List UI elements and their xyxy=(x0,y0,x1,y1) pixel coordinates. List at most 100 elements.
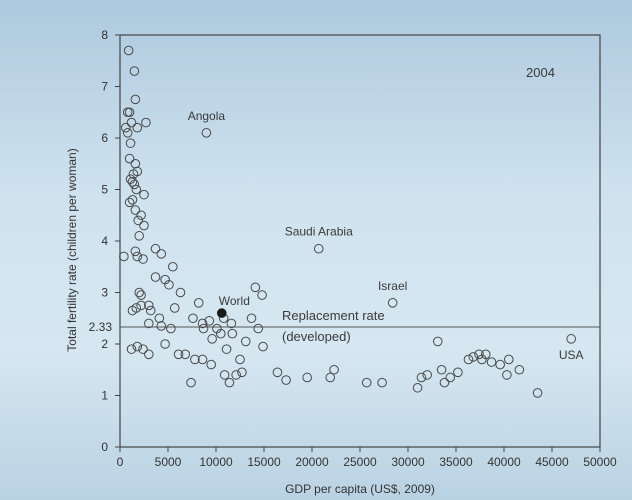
data-point xyxy=(138,344,148,354)
data-point xyxy=(168,261,178,272)
point-label-saudi-arabia: Saudi Arabia xyxy=(285,225,353,239)
data-point xyxy=(468,352,479,362)
data-point xyxy=(204,316,215,326)
data-point xyxy=(412,382,423,393)
data-point xyxy=(156,249,167,259)
data-point xyxy=(272,367,283,378)
y-tick-label: 0 xyxy=(101,440,108,454)
data-point xyxy=(240,336,251,347)
data-point xyxy=(119,251,129,262)
data-point xyxy=(325,372,336,383)
replacement-rate-text-1: Replacement rate xyxy=(282,308,385,323)
x-tick-label: 20000 xyxy=(295,455,329,469)
data-point xyxy=(502,370,512,380)
data-point xyxy=(127,305,138,316)
data-point xyxy=(134,231,144,241)
data-point xyxy=(134,287,144,298)
data-point xyxy=(129,179,140,190)
data-point xyxy=(175,287,186,298)
y-tick-label: 3 xyxy=(101,286,108,300)
data-point xyxy=(495,359,505,370)
data-point xyxy=(190,354,200,365)
x-tick-label: 10000 xyxy=(199,455,233,469)
data-point xyxy=(130,246,141,257)
data-point xyxy=(127,195,138,205)
data-point xyxy=(463,354,474,365)
data-point xyxy=(197,354,208,365)
data-point xyxy=(235,354,245,365)
data-point xyxy=(144,300,154,311)
data-point-angola xyxy=(201,128,212,138)
y-tick-label: 8 xyxy=(101,28,108,42)
data-point xyxy=(123,45,134,56)
x-tick-label: 50000 xyxy=(583,455,617,469)
data-point xyxy=(130,205,141,215)
data-point xyxy=(131,184,142,195)
data-point xyxy=(216,328,226,339)
data-point xyxy=(186,377,196,388)
point-labels: Angola Saudi Arabia Israel USA World xyxy=(188,109,584,362)
data-point xyxy=(130,94,141,105)
data-point xyxy=(436,364,447,375)
data-point xyxy=(150,243,161,254)
data-point xyxy=(130,158,141,169)
data-point xyxy=(132,166,143,177)
data-point xyxy=(231,370,241,380)
data-point xyxy=(439,377,450,388)
data-point xyxy=(422,370,433,380)
data-point-world xyxy=(216,308,227,318)
data-point xyxy=(198,323,209,334)
data-point xyxy=(193,298,204,308)
data-point xyxy=(486,357,497,367)
data-point xyxy=(136,210,146,221)
data-point xyxy=(532,388,543,398)
data-point xyxy=(416,372,427,383)
data-point xyxy=(377,377,387,388)
data-point xyxy=(329,364,339,375)
data-point xyxy=(122,128,133,138)
data-point xyxy=(120,122,131,133)
data-point xyxy=(139,220,149,231)
data-point xyxy=(197,318,208,329)
data-point xyxy=(126,117,137,128)
data-point xyxy=(246,313,257,324)
data-point xyxy=(126,344,137,354)
y-tick-label: 2 xyxy=(101,337,108,351)
data-point xyxy=(253,323,264,334)
data-point xyxy=(226,318,237,329)
data-point xyxy=(237,367,247,378)
tick-labels: 0 5000 10000 15000 20000 25000 30000 35000 40000… xyxy=(101,28,617,469)
data-point xyxy=(139,189,149,200)
y-axis-label: Total fertility rate (children per woman… xyxy=(65,148,79,351)
x-tick-label: 45000 xyxy=(535,455,569,469)
data-point xyxy=(227,328,238,339)
replacement-rate-value: 2.33 xyxy=(89,320,113,334)
y-tick-label: 1 xyxy=(101,389,108,403)
data-point xyxy=(160,339,170,349)
data-point xyxy=(257,290,267,300)
data-point-saudi-arabia xyxy=(313,243,324,254)
data-point xyxy=(302,372,313,383)
y-tick-label: 6 xyxy=(101,131,108,145)
data-point xyxy=(141,117,151,128)
data-point xyxy=(514,364,525,375)
point-label-angola: Angola xyxy=(188,109,226,123)
data-point xyxy=(129,66,140,76)
data-point xyxy=(207,334,217,344)
data-point xyxy=(166,323,176,334)
data-point xyxy=(432,336,443,347)
x-axis-label: GDP per capita (US$, 2009) xyxy=(285,482,435,496)
data-point-usa xyxy=(566,334,577,344)
y-tick-label: 5 xyxy=(101,183,108,197)
axes xyxy=(115,34,601,452)
data-point xyxy=(188,313,198,324)
data-point xyxy=(224,377,235,388)
data-point xyxy=(164,279,174,290)
data-point xyxy=(133,215,144,226)
x-tick-label: 0 xyxy=(117,455,124,469)
data-point xyxy=(173,349,184,360)
x-tick-label: 35000 xyxy=(439,455,473,469)
point-label-israel: Israel xyxy=(378,279,407,293)
data-point xyxy=(125,138,136,148)
